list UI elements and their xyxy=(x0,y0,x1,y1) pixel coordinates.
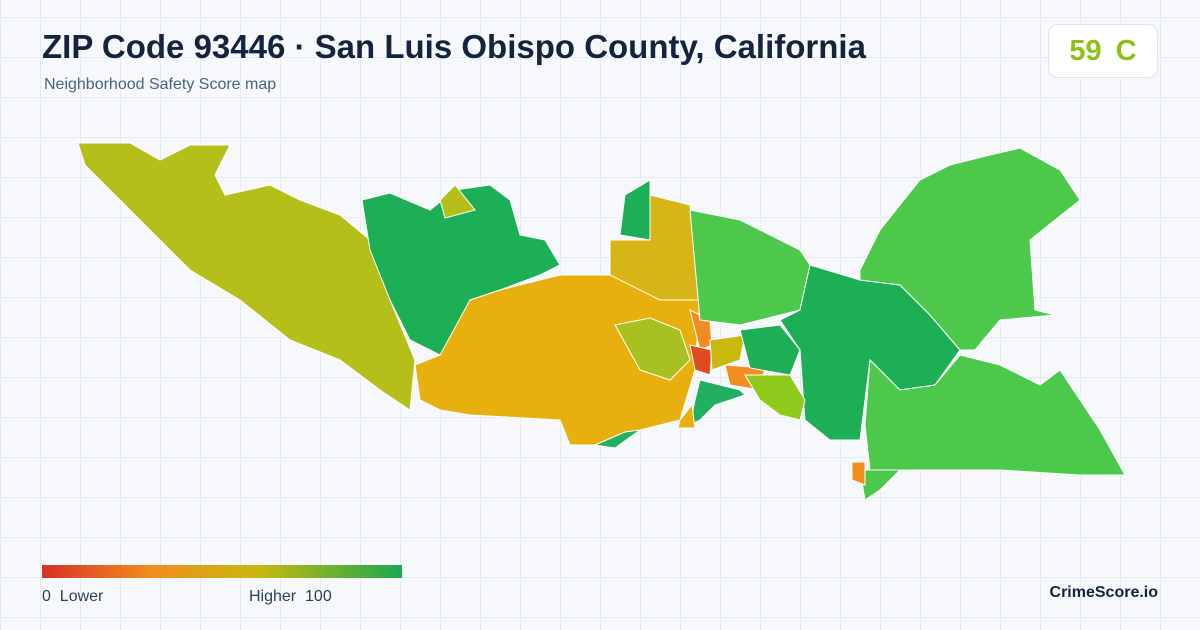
title: ZIP Code 93446 · San Luis Obispo County,… xyxy=(42,28,866,65)
region xyxy=(689,379,746,426)
region xyxy=(677,403,696,429)
region xyxy=(593,429,641,449)
legend-min: 0 xyxy=(42,588,51,605)
region xyxy=(851,461,866,486)
legend-gradient xyxy=(42,565,402,578)
legend-max-label: Higher xyxy=(249,588,297,605)
region xyxy=(744,374,806,421)
region xyxy=(689,209,811,326)
legend-min-label: Lower xyxy=(59,588,104,605)
score-badge: 59 C xyxy=(1048,24,1158,78)
legend-max: 100 xyxy=(305,588,332,605)
region xyxy=(614,317,691,381)
brand: CrimeScore.io xyxy=(1049,584,1158,601)
region xyxy=(689,344,713,376)
region xyxy=(709,334,746,371)
score-value: 59 xyxy=(1069,34,1102,67)
score-grade: C xyxy=(1115,34,1137,67)
region xyxy=(739,324,801,376)
legend-high: Higher 100 xyxy=(249,588,332,606)
region xyxy=(859,147,1081,351)
region xyxy=(439,184,476,219)
region xyxy=(859,469,902,501)
region xyxy=(77,142,416,411)
subtitle: Neighborhood Safety Score map xyxy=(44,76,277,93)
region xyxy=(619,179,651,241)
legend-low: 0 Lower xyxy=(42,588,103,606)
